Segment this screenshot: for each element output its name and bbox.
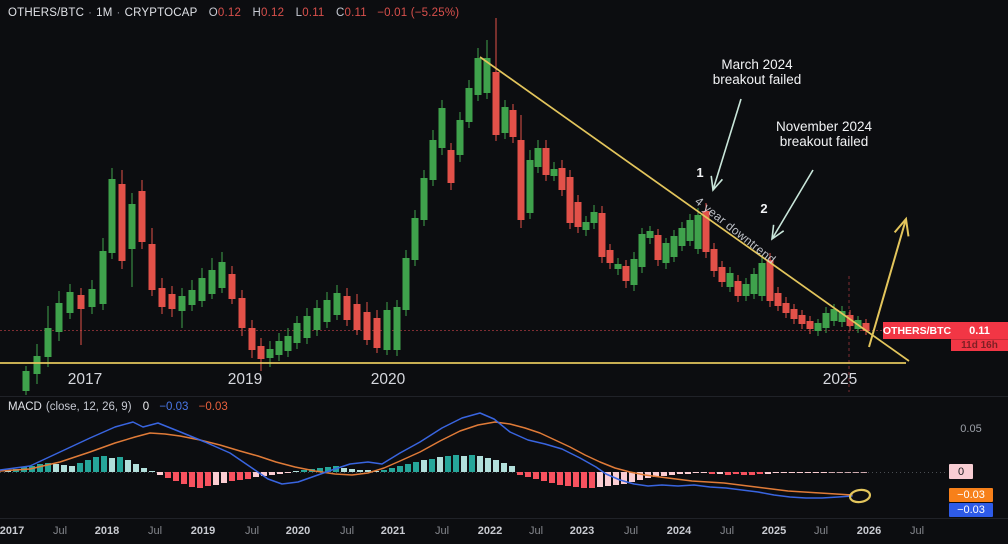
- time-axis-label: 2023: [569, 525, 595, 537]
- time-axis-label: Jul: [52, 525, 68, 537]
- open-key: O: [208, 7, 218, 19]
- macd-signal-value: −0.03: [198, 401, 228, 413]
- annotation-line: November 2024: [775, 119, 873, 134]
- data-source-label: CRYPTOCAP: [124, 7, 198, 19]
- annotation-march-2024[interactable]: March 2024 breakout failed: [713, 57, 802, 87]
- annotation-november-2024[interactable]: November 2024 breakout failed: [776, 119, 872, 149]
- open-value: 0.12: [217, 7, 242, 19]
- macd-axis-tick-005: 0.05: [960, 423, 982, 435]
- time-axis-label: 2024: [666, 525, 692, 537]
- time-axis-label: Jul: [339, 525, 355, 537]
- marker-2[interactable]: 2: [760, 201, 768, 216]
- high-key: H: [252, 7, 261, 19]
- macd-header: MACD (close, 12, 26, 9) 0 −0.03 −0.03: [8, 401, 228, 413]
- time-axis-label: 2026: [856, 525, 882, 537]
- price-tag-symbol: OTHERS/BTC: [883, 322, 951, 339]
- macd-line-value: −0.03: [159, 401, 189, 413]
- macd-axis-zero-tag: 0: [949, 464, 973, 479]
- last-price-tag: OTHERS/BTC 0.11 11d 16h: [883, 322, 1008, 351]
- timeframe-label[interactable]: 1M: [96, 7, 113, 19]
- year-label-2020: 2020: [370, 371, 406, 388]
- time-axis-label: Jul: [719, 525, 735, 537]
- time-axis-label: Jul: [147, 525, 163, 537]
- time-axis-label: 2019: [190, 525, 216, 537]
- marker-1[interactable]: 1: [696, 165, 704, 180]
- change-value: −0.01 (−5.25%): [377, 7, 460, 19]
- time-axis-label: Jul: [909, 525, 925, 537]
- time-axis-label: 2025: [761, 525, 787, 537]
- close-value: 0.11: [344, 7, 367, 19]
- time-axis-label: Jul: [244, 525, 260, 537]
- low-value: 0.11: [302, 7, 325, 19]
- time-axis-label: Jul: [813, 525, 829, 537]
- time-axis-label: 2021: [380, 525, 406, 537]
- separator-dot: ·: [88, 7, 93, 19]
- time-axis[interactable]: 2017 Jul 2018 Jul 2019 Jul 2020 Jul 2021 Jul 2022 J…: [0, 519, 1008, 544]
- close-key: C: [335, 7, 345, 19]
- separator-dot: ·: [116, 7, 121, 19]
- time-axis-label: Jul: [623, 525, 639, 537]
- macd-params: (close, 12, 26, 9): [45, 401, 132, 413]
- time-axis-label: 2020: [285, 525, 311, 537]
- macd-histogram-layer: [5, 455, 867, 488]
- price-tag-value: 0.11: [951, 322, 1008, 339]
- annotation-line: breakout failed: [712, 72, 802, 87]
- macd-cross-circle: [848, 488, 872, 504]
- time-axis-label: Jul: [434, 525, 450, 537]
- candles-layer: [22, 18, 870, 395]
- symbol-header: OTHERS/BTC · 1M · CRYPTOCAP O0.12 H0.12 L0.1…: [8, 7, 459, 19]
- macd-histogram-value: 0: [142, 401, 150, 413]
- macd-line-axis-tag: −0.03: [949, 503, 993, 517]
- year-label-2017: 2017: [67, 371, 103, 388]
- year-label-2025: 2025: [822, 371, 858, 388]
- bar-countdown: 11d 16h: [951, 339, 1008, 351]
- low-key: L: [295, 7, 303, 19]
- year-label-2019: 2019: [227, 371, 263, 388]
- time-axis-label: 2018: [94, 525, 120, 537]
- time-axis-label: 2017: [0, 525, 25, 537]
- macd-signal-axis-tag: −0.03: [949, 488, 993, 502]
- macd-title[interactable]: MACD: [8, 401, 42, 413]
- annotation-line: breakout failed: [779, 134, 869, 149]
- time-axis-label: Jul: [528, 525, 544, 537]
- symbol-title[interactable]: OTHERS/BTC: [8, 7, 85, 19]
- time-axis-label: 2022: [477, 525, 503, 537]
- downtrend-line: [479, 56, 910, 362]
- annotation-line: March 2024: [721, 57, 793, 72]
- high-value: 0.12: [261, 7, 285, 19]
